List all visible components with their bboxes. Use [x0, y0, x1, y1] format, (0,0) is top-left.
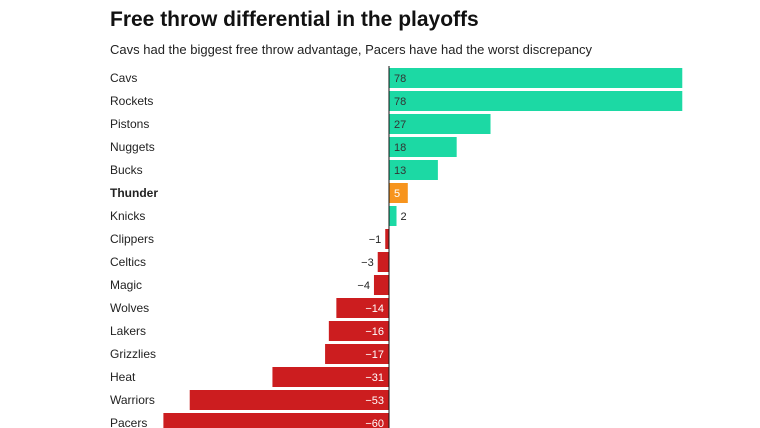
bar-magic: [373, 275, 389, 295]
value-label-rockets: 78: [394, 96, 406, 108]
bar-knicks: [389, 206, 397, 226]
value-label-pacers: −60: [365, 418, 384, 428]
value-label-celtics: −3: [361, 257, 374, 269]
value-label-magic: −4: [357, 280, 370, 292]
category-label-pacers: Pacers: [110, 416, 147, 428]
value-label-warriors: −53: [365, 395, 384, 407]
value-label-clippers: −1: [369, 234, 382, 246]
category-label-heat: Heat: [110, 370, 136, 384]
category-label-cavs: Cavs: [110, 71, 137, 85]
bar-grizzlies: [325, 344, 389, 364]
bar-pistons: [389, 114, 491, 134]
value-label-wolves: −14: [365, 303, 384, 315]
value-label-knicks: 2: [401, 211, 407, 223]
bar-nuggets: [389, 137, 457, 157]
category-label-celtics: Celtics: [110, 255, 146, 269]
value-label-pistons: 27: [394, 119, 406, 131]
bar-heat: [272, 367, 389, 387]
bar-cavs: [389, 68, 683, 88]
bar-lakers: [328, 321, 389, 341]
category-label-lakers: Lakers: [110, 324, 146, 338]
value-label-nuggets: 18: [394, 142, 406, 154]
category-label-magic: Magic: [110, 278, 142, 292]
category-label-bucks: Bucks: [110, 163, 143, 177]
category-label-knicks: Knicks: [110, 209, 145, 223]
bar-warriors: [189, 390, 389, 410]
chart-subtitle: Cavs had the biggest free throw advantag…: [110, 42, 593, 57]
value-label-bucks: 13: [394, 165, 406, 177]
category-label-thunder: Thunder: [110, 186, 158, 200]
category-label-grizzlies: Grizzlies: [110, 347, 156, 361]
value-label-grizzlies: −17: [365, 349, 384, 361]
value-label-lakers: −16: [365, 326, 384, 338]
value-label-cavs: 78: [394, 73, 406, 85]
category-label-warriors: Warriors: [110, 393, 155, 407]
value-label-thunder: 5: [394, 188, 400, 200]
bar-celtics: [377, 252, 389, 272]
category-label-nuggets: Nuggets: [110, 140, 155, 154]
bar-pacers: [163, 413, 389, 428]
category-label-clippers: Clippers: [110, 232, 154, 246]
bar-thunder: [389, 183, 408, 203]
bar-clippers: [385, 229, 389, 249]
bar-bucks: [389, 160, 438, 180]
bar-rockets: [389, 91, 683, 111]
value-label-heat: −31: [365, 372, 384, 384]
bar-wolves: [336, 298, 389, 318]
category-label-pistons: Pistons: [110, 117, 149, 131]
category-label-wolves: Wolves: [110, 301, 149, 315]
chart-title: Free throw differential in the playoffs: [110, 8, 479, 31]
category-label-rockets: Rockets: [110, 94, 153, 108]
